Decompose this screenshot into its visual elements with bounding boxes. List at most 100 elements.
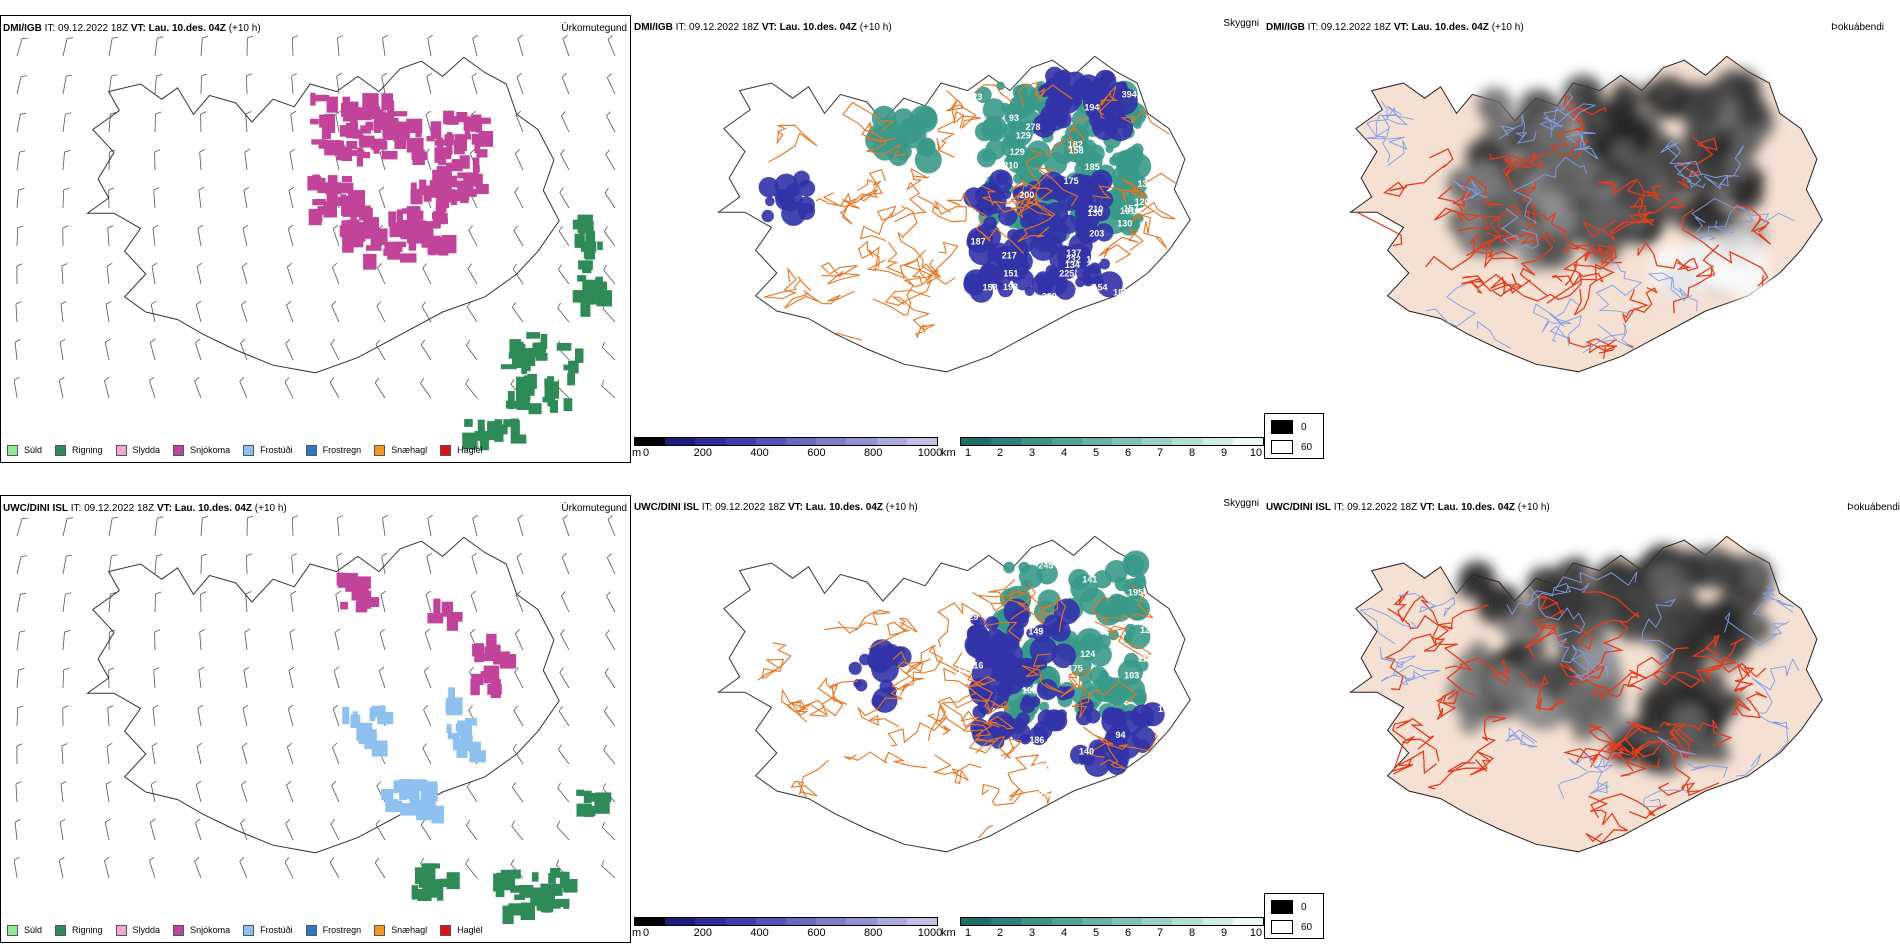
wind-barb-flag: [285, 819, 291, 824]
visibility-value: 126: [1127, 267, 1142, 277]
height-unit: m: [632, 927, 642, 939]
wind-barb: [245, 114, 248, 133]
colorbar-segment: [1051, 438, 1082, 445]
road-segment: [972, 588, 1056, 625]
wind-barb-flag: [67, 517, 74, 519]
snow-area: [358, 231, 374, 239]
wind-barb: [16, 152, 20, 171]
snow-area: [486, 633, 497, 650]
colorbar-tick-label: 2: [996, 447, 1004, 459]
wind-barb: [465, 863, 478, 879]
wind-barb-flag: [426, 72, 432, 77]
road-segment: [867, 617, 918, 650]
snow-area: [438, 239, 449, 256]
wind-barb: [152, 708, 156, 727]
visibility-value: 232: [1066, 254, 1081, 264]
colorbar-tick-label: 4: [1060, 447, 1068, 459]
wind-barb-flag: [154, 149, 161, 153]
road-segment: [1611, 202, 1654, 232]
wind-barb-flag: [420, 378, 425, 384]
snow-area: [339, 125, 350, 137]
rain-area: [411, 885, 418, 900]
rain-area: [503, 419, 518, 428]
low-vis-cell: [987, 646, 1013, 672]
low-vis-cell: [1119, 216, 1139, 236]
low-vis-cell: [1014, 253, 1028, 267]
visibility-value: 129: [963, 612, 978, 622]
wind-barb-flag: [471, 72, 477, 78]
rain-area: [583, 790, 592, 804]
road-segment: [1574, 591, 1640, 650]
wind-barb: [150, 304, 156, 323]
visibility-value: 93: [1009, 113, 1019, 123]
road-segment: [1423, 626, 1474, 671]
low-vis-cell: [1024, 658, 1041, 675]
fog-cell: [1709, 743, 1731, 764]
colorbar-tick-label: 1000: [917, 927, 943, 939]
wind-barb-flag: [284, 857, 290, 863]
legend-label: Súld: [24, 445, 43, 455]
low-vis-cell: [859, 653, 871, 666]
colorbar-segment: [725, 918, 756, 925]
wind-barb: [330, 823, 340, 841]
snow-area: [427, 612, 444, 624]
colorbar-segment: [635, 918, 666, 925]
wind-barb-flag: [241, 262, 248, 267]
wind-barb-flag: [64, 629, 71, 633]
wind-barb: [514, 191, 524, 209]
wind-barb: [512, 268, 524, 285]
road-segment: [784, 290, 855, 309]
fog-cell: [1458, 711, 1482, 735]
vis-ticks: 1 2 3 4 5 6 7 8 9 10: [960, 447, 1264, 461]
snow-area: [432, 213, 448, 219]
snow-area: [341, 183, 354, 194]
snow-area: [312, 199, 326, 206]
snow-area: [445, 116, 459, 125]
wind-barb-flag: [245, 111, 252, 115]
low-vis-cell: [758, 177, 779, 198]
wind-barb: [244, 152, 248, 171]
wind-barb-flag: [67, 37, 74, 39]
wind-barb: [332, 228, 340, 247]
wind-barb: [605, 154, 616, 171]
wind-barb-flag: [607, 553, 612, 559]
wind-barb-flag: [466, 340, 471, 346]
colorbar-segment: [665, 918, 696, 925]
wind-barb-flag: [62, 705, 69, 709]
road-segment: [1092, 178, 1142, 203]
wind-barb: [285, 343, 294, 361]
rain-area: [416, 869, 422, 880]
wind-barb: [195, 784, 202, 803]
snow-area: [423, 185, 432, 202]
road-segment: [1643, 789, 1688, 808]
wind-barb: [286, 305, 294, 323]
wind-barb: [16, 190, 19, 209]
road-segment: [980, 149, 1044, 206]
road-segment: [1669, 719, 1733, 748]
precip-legend-item: Súld: [7, 444, 43, 456]
road-segment: [1543, 92, 1574, 138]
precip-legend-item: Frostregn: [305, 924, 361, 936]
wind-barb-flag: [381, 552, 388, 557]
iceland-outline: [716, 535, 1191, 853]
precip-type-map-uwc: UWC/DINI ISL IT: 09.12.2022 18Z VT: Lau.…: [0, 495, 631, 943]
wind-barb-flag: [65, 112, 72, 115]
road-segment: [1426, 284, 1477, 327]
legend-swatch: [374, 444, 386, 456]
wind-barb-flag: [560, 629, 565, 635]
snow-area: [386, 241, 403, 252]
wind-barb-flag: [382, 514, 389, 519]
road-segment: [903, 249, 956, 288]
low-visibility-areas: [848, 550, 1165, 777]
wind-barb: [331, 785, 340, 803]
wind-barb: [292, 517, 294, 537]
wind-barb-flag: [156, 73, 163, 77]
wind-barb-flag: [513, 705, 518, 711]
road-segment: [1501, 208, 1539, 251]
rain-area: [500, 869, 516, 888]
rain-area: [462, 432, 478, 450]
low-vis-cell: [1109, 722, 1130, 744]
snow-area: [323, 201, 337, 218]
height-colorbar: [634, 917, 938, 926]
wind-barb-flag: [198, 666, 205, 671]
